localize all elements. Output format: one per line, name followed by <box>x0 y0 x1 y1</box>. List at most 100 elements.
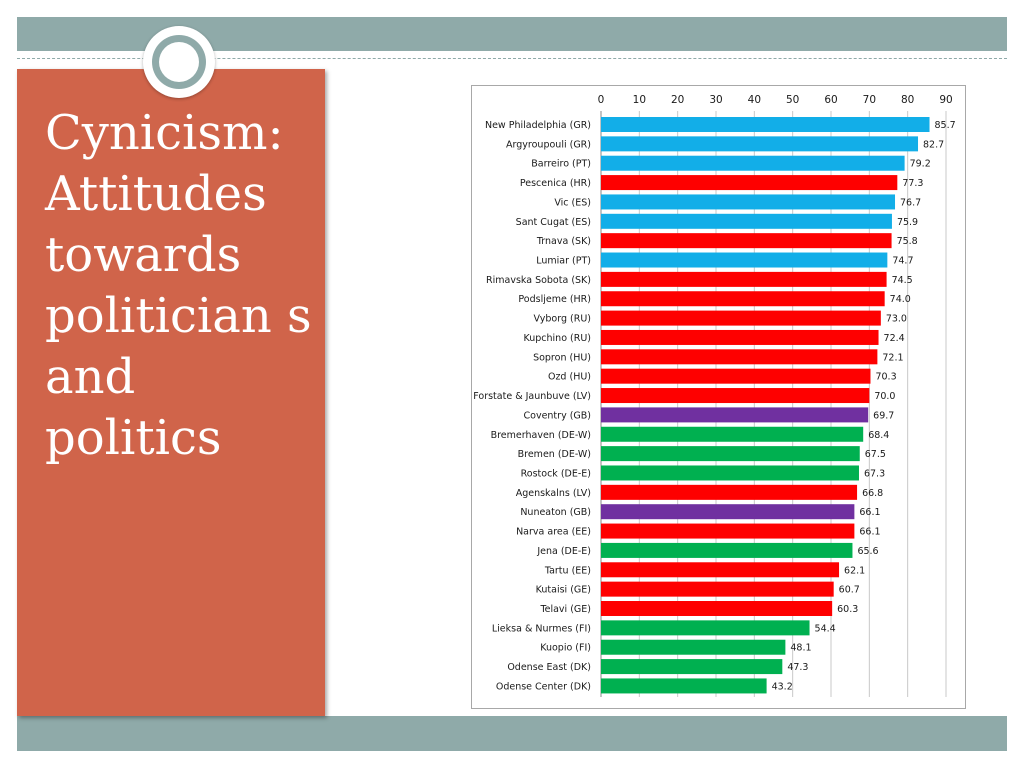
bar <box>601 310 881 326</box>
category-label: Bremen (DE-W) <box>518 449 591 460</box>
bar <box>601 523 855 539</box>
category-label: Lumiar (PT) <box>536 256 591 267</box>
category-label: Coventry (GB) <box>524 410 592 421</box>
value-label: 73.0 <box>886 314 907 325</box>
value-label: 74.7 <box>892 256 913 267</box>
value-label: 60.3 <box>837 604 858 615</box>
x-tick-label: 80 <box>901 94 914 106</box>
category-label: Telavi (GE) <box>539 604 591 615</box>
x-tick-label: 30 <box>709 94 722 106</box>
value-label: 54.4 <box>815 623 836 634</box>
category-label: Podsljeme (HR) <box>518 294 591 305</box>
bar <box>601 504 855 520</box>
bar <box>601 484 858 500</box>
bar <box>601 407 869 423</box>
category-label: New Philadelphia (GR) <box>485 120 591 131</box>
value-label: 69.7 <box>873 410 894 421</box>
bar <box>601 620 810 636</box>
bar <box>601 542 853 558</box>
ornament-ring <box>152 35 206 89</box>
bar <box>601 678 767 694</box>
value-label: 65.6 <box>857 546 878 557</box>
category-label: Narva area (EE) <box>516 527 591 538</box>
bar <box>601 194 896 210</box>
value-label: 72.1 <box>882 352 903 363</box>
bars <box>601 117 930 694</box>
category-label: Ozd (HU) <box>548 372 591 383</box>
bottom-band <box>17 716 1007 751</box>
category-label: Pescenica (HR) <box>520 178 591 189</box>
value-label: 79.2 <box>910 159 931 170</box>
category-label: Tartu (EE) <box>544 565 591 576</box>
bar <box>601 388 870 404</box>
value-label: 60.7 <box>839 585 860 596</box>
value-label: 43.2 <box>772 681 793 692</box>
title-panel: Cynicism: Attitudes towards politician s… <box>17 69 325 716</box>
top-divider <box>17 58 1007 59</box>
bar <box>601 175 898 191</box>
value-label: 68.4 <box>868 430 889 441</box>
bar <box>601 329 879 345</box>
bar <box>601 252 888 268</box>
value-label: 48.1 <box>790 643 811 654</box>
bar <box>601 446 860 462</box>
category-label: Lieksa & Nurmes (FI) <box>492 623 591 634</box>
category-label: Rimavska Sobota (SK) <box>486 275 591 286</box>
x-tick-label: 60 <box>824 94 837 106</box>
category-label: Forstate & Jaunbuve (LV) <box>473 391 591 402</box>
category-label: Trnava (SK) <box>536 236 591 247</box>
bar <box>601 465 859 481</box>
bar <box>601 155 905 171</box>
value-label: 76.7 <box>900 197 921 208</box>
value-labels: 85.7 82.7 79.2 77.3 76.7 75.9 75.8 74.7 74.5 74.0… <box>772 120 956 692</box>
value-label: 74.0 <box>890 294 911 305</box>
bar-chart: 0 10 20 30 40 50 60 70 80 90 New Philadelphia (GR… <box>471 85 966 709</box>
category-label: Kupchino (RU) <box>523 333 591 344</box>
x-tick-label: 90 <box>939 94 952 106</box>
category-label: Kuopio (FI) <box>540 643 591 654</box>
x-tick-label: 40 <box>748 94 761 106</box>
value-label: 66.1 <box>859 507 880 518</box>
x-tick-label: 20 <box>671 94 684 106</box>
value-label: 70.0 <box>874 391 895 402</box>
value-label: 75.8 <box>897 236 918 247</box>
bar <box>601 639 786 655</box>
category-label: Sopron (HU) <box>533 352 591 363</box>
category-label: Odense Center (DK) <box>496 681 591 692</box>
x-tick-label: 50 <box>786 94 799 106</box>
bar <box>601 601 833 616</box>
bar <box>601 659 783 675</box>
category-label: Odense East (DK) <box>507 662 591 673</box>
value-label: 67.5 <box>865 449 886 460</box>
bar <box>601 291 885 307</box>
bar <box>601 233 892 249</box>
chart-canvas: 0 10 20 30 40 50 60 70 80 90 New Philadelphia (GR… <box>473 94 956 697</box>
value-label: 85.7 <box>935 120 956 131</box>
category-labels: New Philadelphia (GR) Argyroupouli (GR) Ba… <box>473 120 591 692</box>
bar <box>601 136 919 152</box>
category-label: Jena (DE-E) <box>536 546 591 557</box>
category-label: Vyborg (RU) <box>534 314 591 325</box>
category-label: Argyroupouli (GR) <box>506 139 591 150</box>
value-label: 66.1 <box>859 527 880 538</box>
category-label: Agenskalns (LV) <box>516 488 591 499</box>
value-label: 70.3 <box>875 372 896 383</box>
value-label: 77.3 <box>902 178 923 189</box>
ornament-center <box>159 42 199 82</box>
value-label: 72.4 <box>884 333 905 344</box>
x-tick-label: 10 <box>633 94 646 106</box>
category-label: Bremerhaven (DE-W) <box>491 430 591 441</box>
x-tick-label: 70 <box>863 94 876 106</box>
bar <box>601 368 871 384</box>
circle-ornament-icon <box>143 26 215 98</box>
bar <box>601 349 878 365</box>
category-label: Sant Cugat (ES) <box>516 217 591 228</box>
bar <box>601 562 840 578</box>
bar <box>601 271 887 287</box>
bar <box>601 581 834 597</box>
category-label: Barreiro (PT) <box>531 159 591 170</box>
bar <box>601 117 930 132</box>
category-label: Kutaisi (GE) <box>536 585 591 596</box>
value-label: 47.3 <box>787 662 808 673</box>
value-label: 74.5 <box>892 275 913 286</box>
